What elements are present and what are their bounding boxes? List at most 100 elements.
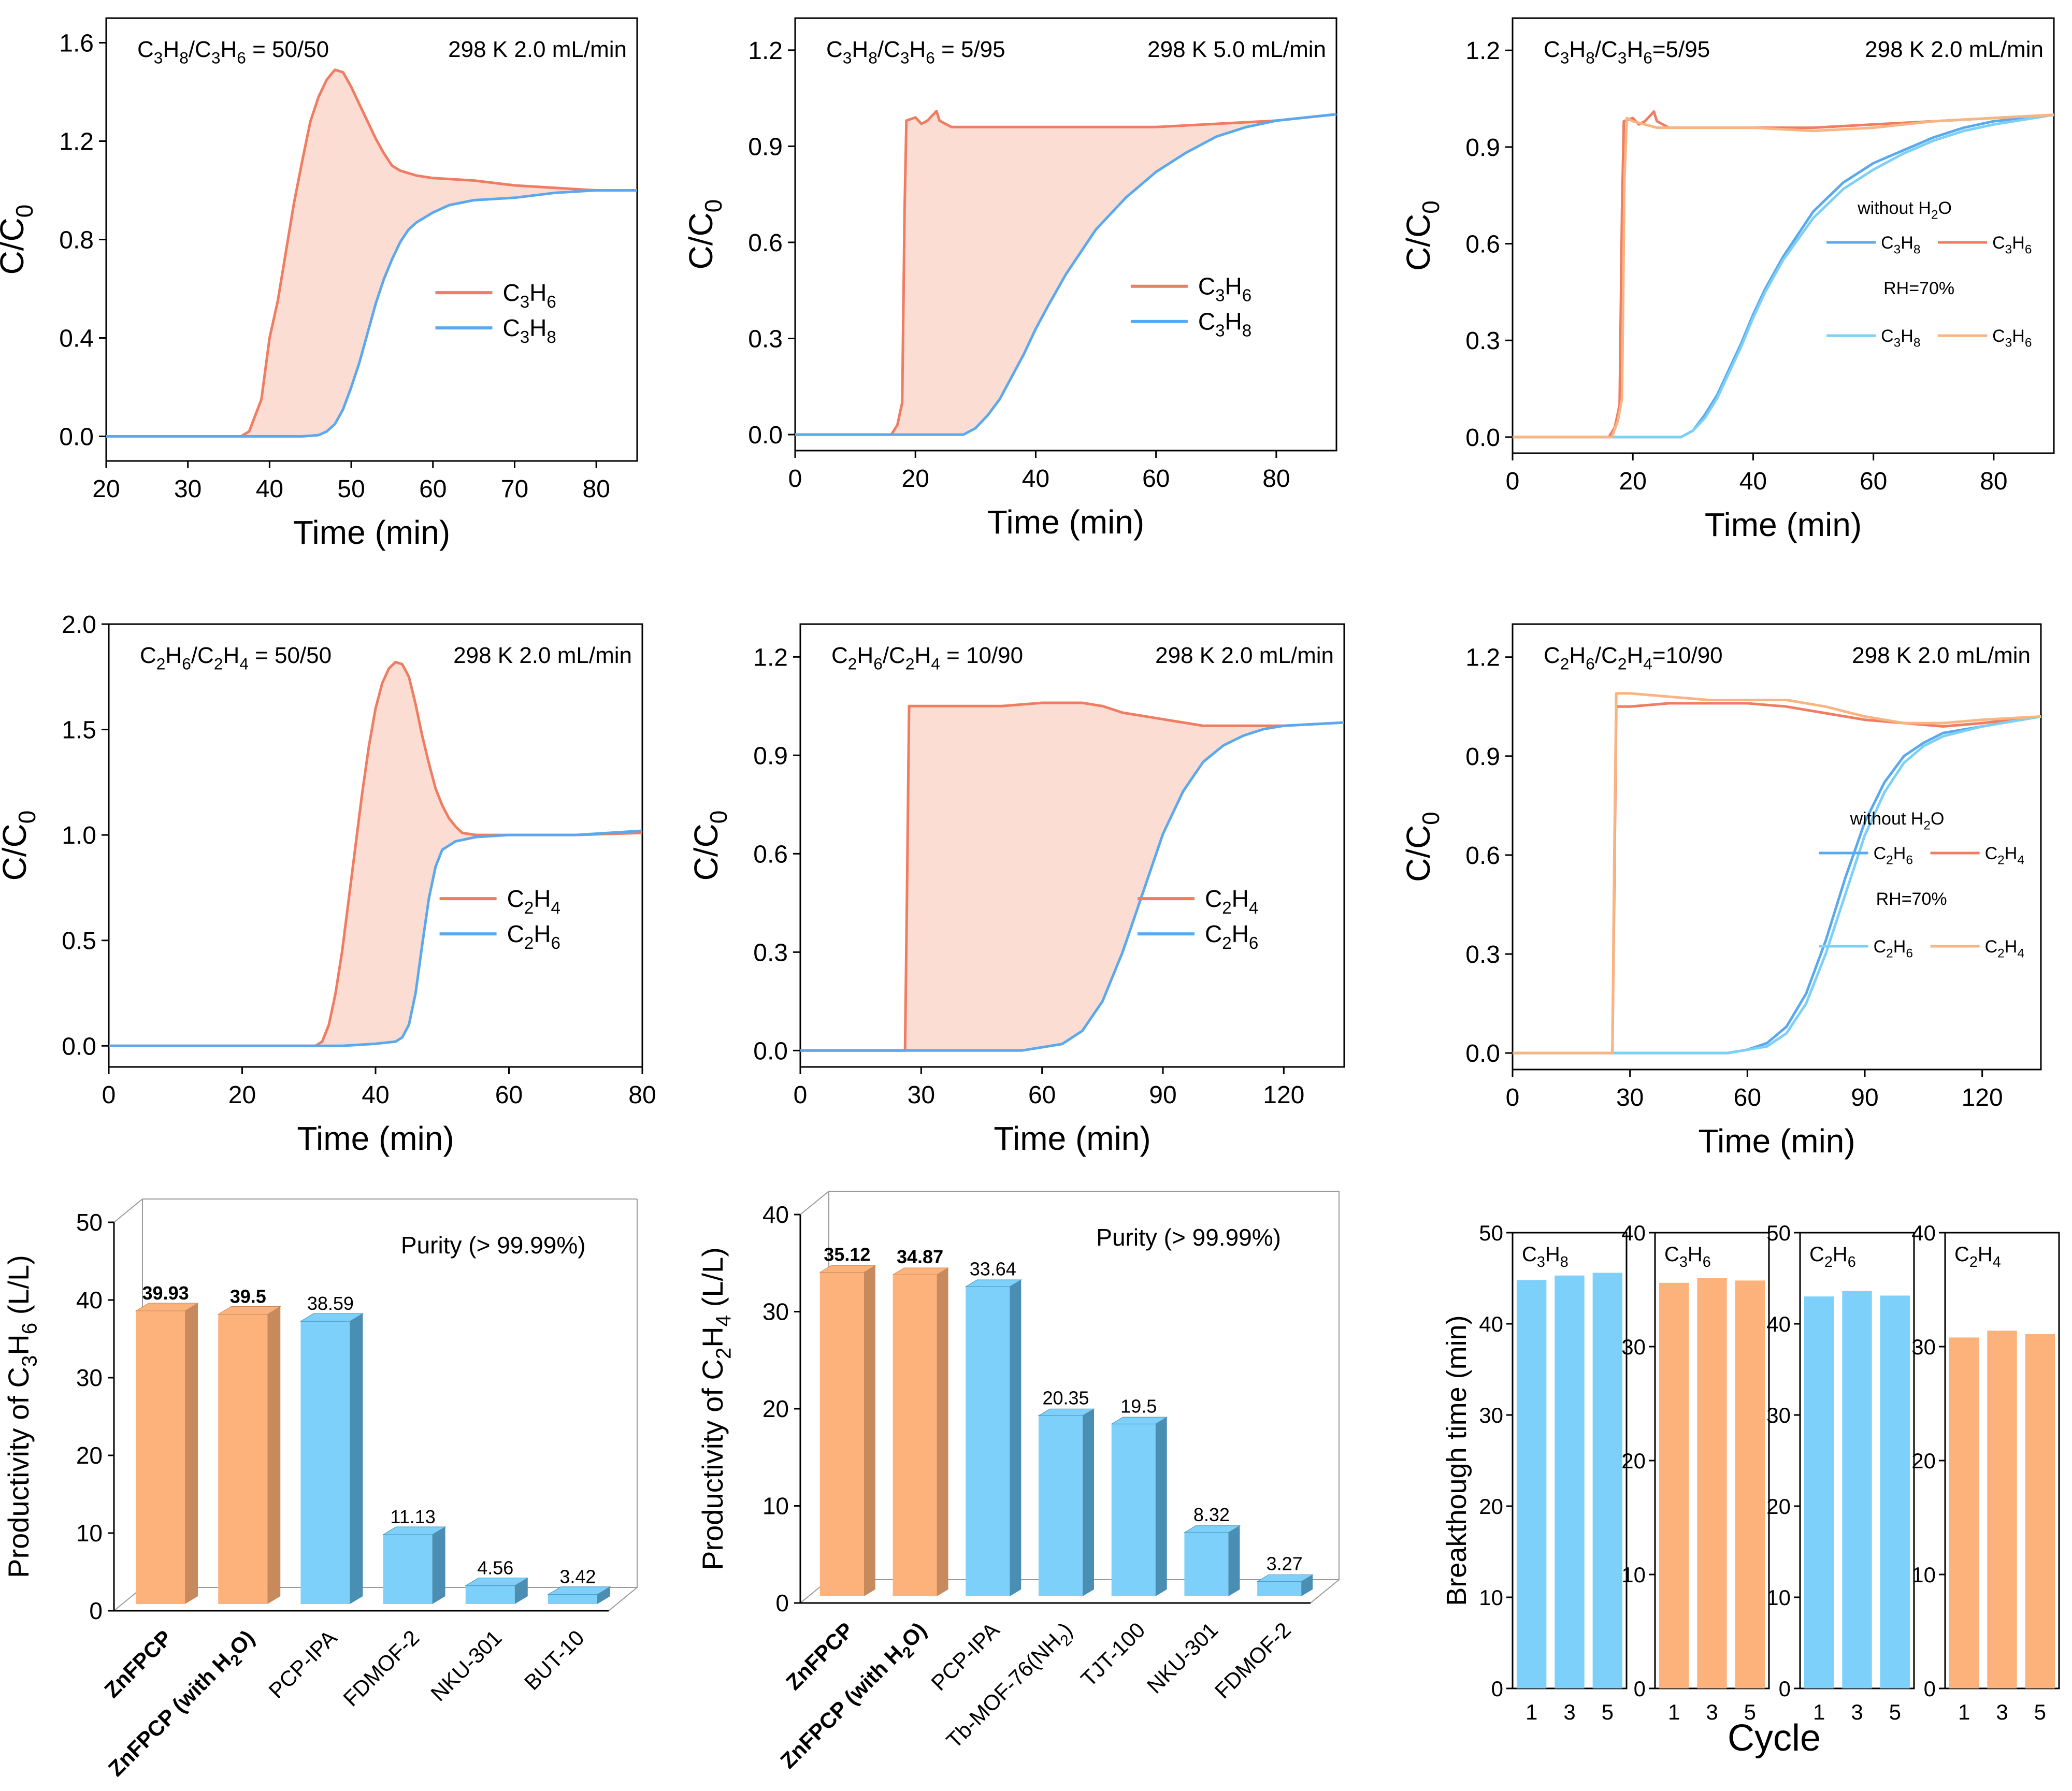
bar-side <box>937 1267 948 1596</box>
x-tick-label: 40 <box>1022 465 1049 493</box>
x-tick-label: 60 <box>419 475 447 503</box>
bar-front <box>1039 1416 1083 1596</box>
x-tick-label: 90 <box>1851 1084 1878 1111</box>
bar-side <box>267 1306 281 1604</box>
cycle-bar <box>1987 1331 2017 1688</box>
bar-side <box>514 1578 528 1604</box>
x-tick-label: 120 <box>1263 1081 1304 1109</box>
x-tick-label: 5 <box>2034 1700 2046 1724</box>
y-tick-label: 10 <box>762 1493 789 1520</box>
x-tick-label: 80 <box>582 475 610 503</box>
x-tick-label: 20 <box>1619 468 1647 495</box>
bar-front <box>383 1535 433 1604</box>
chart-condition-label: 298 K 2.0 mL/min <box>448 37 627 62</box>
legend-label: C2H4 <box>1985 937 2024 961</box>
bar-side <box>185 1303 198 1604</box>
cycle-bar <box>1517 1280 1547 1688</box>
y-tick-label: 0.5 <box>62 928 96 955</box>
line-chart-d: 0 20 40 60 80 0.0 0.5 1.0 1.5 2.0 Time (min) C/C0 C2… <box>0 611 656 1157</box>
x-tick-label: 3 <box>1706 1700 1718 1724</box>
x-axis-label: Time (min) <box>1705 506 1862 543</box>
y-axis-label: C/C0 <box>1400 812 1444 882</box>
x-tick-label: 40 <box>1739 468 1767 495</box>
x-tick-label: 80 <box>628 1081 656 1109</box>
bar-front <box>218 1314 268 1604</box>
y-axis-label: Productivity of C2H4 (L/L) <box>696 1247 736 1570</box>
category-label: FDMOF-2 <box>338 1625 424 1711</box>
y-tick-label: 0.0 <box>59 424 94 451</box>
bar-top <box>299 1313 364 1322</box>
x-tick-label: 30 <box>908 1081 935 1109</box>
legend-title: RH=70% <box>1876 889 1947 909</box>
y-tick-label: 0.0 <box>748 422 783 449</box>
category-label: ZnFPCP (with H2O) <box>775 1617 934 1776</box>
y-tick-label: 40 <box>1766 1312 1791 1336</box>
y-tick-label: 0.0 <box>62 1033 96 1060</box>
cycle-bar <box>1804 1296 1834 1688</box>
y-tick-label: 0.6 <box>1465 231 1500 258</box>
subpanel-gas-label: C3H8 <box>1522 1243 1569 1270</box>
series-line-c3h6 <box>1513 110 2054 439</box>
bar-top <box>547 1586 611 1595</box>
bar-value-label: 39.93 <box>142 1282 189 1304</box>
legend-label: C3H8 <box>503 314 556 347</box>
bar-value-label: 39.5 <box>230 1286 266 1307</box>
y-tick-label: 0.9 <box>748 133 783 161</box>
y-tick-label: 1.2 <box>1465 37 1500 65</box>
y-tick-label: 0.6 <box>753 841 788 868</box>
x-tick-label: 90 <box>1149 1081 1176 1109</box>
y-tick-label: 40 <box>1911 1221 1936 1245</box>
x-tick-label: 60 <box>1142 465 1170 493</box>
bar-top <box>1183 1525 1241 1533</box>
chart-composition-label: C3H8/C3H6 = 50/50 <box>137 37 329 67</box>
y-axis-label: Breakthough time (min) <box>1441 1315 1472 1606</box>
bar-side <box>350 1313 363 1604</box>
legend-label: C2H6 <box>1205 920 1258 953</box>
y-tick-label: 0.9 <box>1465 743 1500 771</box>
x-tick-label: 0 <box>102 1081 116 1109</box>
series-line-c3h6-rh70 <box>1513 113 2054 439</box>
cycle-bar <box>1555 1275 1585 1688</box>
x-tick-label: 40 <box>256 475 283 503</box>
bar-value-label: 4.56 <box>477 1557 513 1579</box>
plot-frame <box>799 623 1345 1068</box>
chart-composition-label: C2H6/C2H4 = 50/50 <box>140 643 332 673</box>
bar-side <box>432 1527 445 1604</box>
x-tick-label: 3 <box>1851 1700 1863 1724</box>
x-tick-label: 5 <box>1744 1700 1756 1724</box>
y-tick-label: 20 <box>76 1442 103 1469</box>
plot-frame <box>1512 17 2055 454</box>
x-tick-label: 1 <box>1958 1700 1970 1724</box>
category-label: NKU-301 <box>426 1625 506 1706</box>
bar-top <box>464 1578 529 1586</box>
x-tick-label: 1 <box>1813 1700 1825 1724</box>
y-tick-label: 0.3 <box>753 939 788 966</box>
y-tick-label: 20 <box>1766 1494 1791 1519</box>
legend-label: C2H4 <box>1205 885 1258 918</box>
bar-side <box>1010 1280 1021 1596</box>
legend-label: C3H6 <box>1992 326 2032 350</box>
x-tick-label: 0 <box>1506 468 1520 495</box>
x-tick-label: 60 <box>1028 1081 1056 1109</box>
cycle-bar <box>1880 1295 1910 1688</box>
chart-composition-label: C3H8/C3H6 = 5/95 <box>826 37 1005 67</box>
chart-condition-label: 298 K 2.0 mL/min <box>1852 643 2031 668</box>
category-label: FDMOF-2 <box>1210 1617 1296 1703</box>
y-tick-label: 1.0 <box>62 822 96 849</box>
y-tick-label: 0.3 <box>1465 327 1500 355</box>
series-line-c2h4 <box>800 701 1345 1052</box>
bar-value-label: 8.32 <box>1193 1504 1230 1525</box>
chart-composition-label: C3H8/C3H6=5/95 <box>1544 37 1710 67</box>
x-axis-label: Time (min) <box>297 1120 454 1157</box>
bar-value-label: 11.13 <box>390 1506 435 1527</box>
chart-composition-label: C2H6/C2H4=10/90 <box>1544 643 1723 673</box>
bar-value-label: 3.27 <box>1267 1553 1303 1575</box>
legend-label: C2H6 <box>1874 844 1913 868</box>
y-tick-label: 50 <box>1766 1221 1791 1245</box>
x-tick-label: 20 <box>902 465 929 493</box>
y-tick-label: 20 <box>1911 1449 1936 1473</box>
y-tick-label: 0 <box>1634 1677 1646 1701</box>
category-label: ZnFPCP <box>99 1625 177 1702</box>
x-tick-label: 70 <box>501 475 528 503</box>
series-line-c2h4 <box>1513 702 2041 1055</box>
